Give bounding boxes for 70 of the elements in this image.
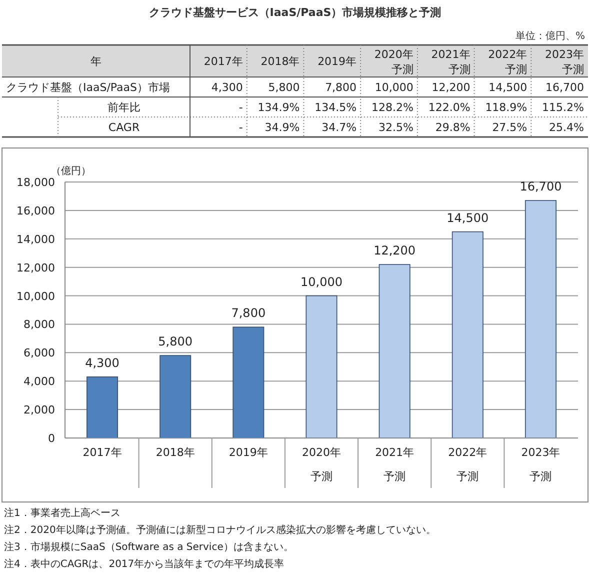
text: 115.2% bbox=[542, 101, 584, 114]
text: 34.9% bbox=[264, 121, 300, 134]
x-tick-label: 2023年予測 bbox=[521, 446, 560, 483]
bar bbox=[160, 355, 192, 438]
text: 27.5% bbox=[492, 121, 528, 134]
text: 5,800 bbox=[268, 81, 300, 94]
text: 年 bbox=[90, 55, 102, 68]
text: 128.2% bbox=[371, 101, 414, 114]
data-label: 5,800 bbox=[158, 334, 193, 349]
text: 34.7% bbox=[322, 121, 357, 134]
text: 12,200 bbox=[432, 81, 470, 94]
text: 118.9% bbox=[485, 101, 528, 114]
text: CAGR bbox=[108, 121, 140, 134]
x-tick-label: 2020年予測 bbox=[302, 446, 341, 483]
text: 134.9% bbox=[258, 101, 300, 114]
x-tick-label: 2019年 bbox=[228, 446, 268, 459]
text: 7,800 bbox=[325, 81, 357, 94]
y-tick-label: 8,000 bbox=[24, 318, 55, 332]
x-tick-label: 2018年 bbox=[156, 446, 195, 459]
text: 注4．表中のCAGRは、2017年から当該年までの年平均成長率 bbox=[4, 558, 284, 570]
bar bbox=[524, 200, 556, 438]
bar bbox=[452, 231, 484, 438]
text: - bbox=[238, 101, 243, 114]
text: 2020年予測 bbox=[374, 48, 414, 76]
text: クラウド基盤サービス（IaaS/PaaS）市場規模推移と予測 bbox=[148, 6, 442, 19]
data-label: 12,200 bbox=[374, 243, 416, 258]
y-tick-label: 4,000 bbox=[24, 375, 55, 388]
text: 25.4% bbox=[549, 121, 584, 134]
text: 2019年 bbox=[318, 55, 357, 68]
text: 注1．事業者売上高ベース bbox=[4, 507, 120, 519]
x-tick-label: 2021年予測 bbox=[375, 446, 414, 483]
data-label: 7,800 bbox=[231, 306, 266, 320]
y-tick-label: 12,000 bbox=[16, 261, 55, 274]
y-tick-label: 14,000 bbox=[16, 232, 55, 246]
bar bbox=[378, 264, 410, 438]
data-label: 4,300 bbox=[85, 356, 120, 370]
y-tick-label: 2,000 bbox=[24, 404, 55, 417]
bar bbox=[86, 376, 118, 438]
data-label: 14,500 bbox=[446, 210, 489, 225]
text: 2017年 bbox=[204, 55, 243, 68]
x-tick-label: 2017年 bbox=[82, 446, 122, 459]
text: 16,700 bbox=[546, 81, 584, 94]
text: 122.0% bbox=[428, 101, 470, 114]
text: 32.5% bbox=[378, 121, 414, 134]
y-tick-label: 6,000 bbox=[24, 346, 55, 360]
text: 前年比 bbox=[108, 101, 140, 114]
text: 単位：億円、% bbox=[515, 30, 585, 42]
text: 4,300 bbox=[211, 81, 243, 94]
text: 2018年 bbox=[260, 55, 300, 68]
data-label: 16,700 bbox=[520, 179, 562, 194]
text: 14,500 bbox=[488, 81, 528, 94]
data-label: 10,000 bbox=[300, 274, 342, 289]
text: 注3．市場規模にSaaS（Software as a Service）は含まない。 bbox=[4, 541, 294, 553]
x-tick-label: 2022年予測 bbox=[448, 446, 488, 483]
bar bbox=[306, 295, 338, 438]
y-tick-label: 0 bbox=[48, 432, 55, 445]
y-tick-label: 10,000 bbox=[16, 290, 55, 303]
text: 29.8% bbox=[435, 121, 470, 134]
text: 2021年予測 bbox=[431, 48, 470, 76]
text: 2022年予測 bbox=[488, 48, 528, 76]
y-tick-label: 18,000 bbox=[16, 176, 55, 189]
text: - bbox=[238, 121, 243, 134]
text: 2023年予測 bbox=[545, 48, 584, 76]
y-axis-title: （億円） bbox=[51, 165, 91, 177]
text: クラウド基盤（IaaS/PaaS）市場 bbox=[6, 81, 170, 94]
text: 10,000 bbox=[374, 81, 414, 94]
text: 134.5% bbox=[314, 101, 357, 114]
text: 注2．2020年以降は予測値。予測値には新型コロナウイルス感染拡大の影響を考慮していない。 bbox=[4, 524, 436, 536]
y-tick-label: 16,000 bbox=[16, 204, 55, 218]
bar bbox=[232, 326, 264, 438]
